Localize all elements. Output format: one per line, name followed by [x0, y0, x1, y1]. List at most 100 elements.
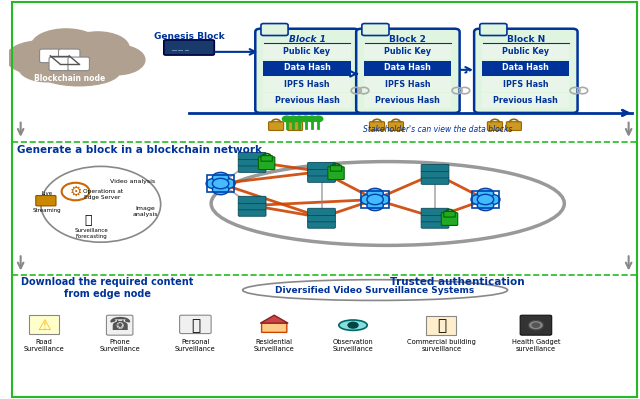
Text: Previous Hash: Previous Hash	[376, 96, 440, 105]
FancyBboxPatch shape	[164, 40, 214, 55]
Text: IPFS Hash: IPFS Hash	[385, 80, 431, 89]
Text: Operations at
Edge Server: Operations at Edge Server	[83, 189, 123, 200]
FancyBboxPatch shape	[483, 44, 570, 59]
Text: Public Key: Public Key	[284, 47, 330, 56]
FancyBboxPatch shape	[308, 162, 335, 170]
FancyBboxPatch shape	[238, 152, 266, 160]
Text: ⚙: ⚙	[69, 184, 82, 199]
Text: Stakeholder's can view the data blocks: Stakeholder's can view the data blocks	[364, 125, 513, 134]
FancyBboxPatch shape	[364, 93, 451, 108]
FancyBboxPatch shape	[328, 167, 344, 180]
Circle shape	[289, 116, 298, 122]
Text: Block N: Block N	[507, 35, 545, 43]
Text: Public Key: Public Key	[502, 47, 549, 56]
FancyBboxPatch shape	[364, 61, 451, 76]
FancyBboxPatch shape	[421, 215, 449, 222]
Text: · · ·: · · ·	[458, 65, 476, 75]
FancyBboxPatch shape	[483, 77, 570, 92]
Text: Download the required content
from edge node: Download the required content from edge …	[21, 277, 193, 299]
FancyBboxPatch shape	[58, 49, 80, 63]
FancyBboxPatch shape	[480, 24, 507, 36]
Circle shape	[308, 116, 316, 122]
FancyBboxPatch shape	[483, 93, 570, 108]
Text: Residential
Surveillance: Residential Surveillance	[254, 339, 294, 352]
Text: Phone
Surveillance: Phone Surveillance	[99, 339, 140, 352]
Text: Block 1: Block 1	[289, 35, 325, 43]
Circle shape	[367, 200, 383, 211]
Text: Trusted authentication: Trusted authentication	[390, 277, 524, 287]
Text: 🤖: 🤖	[84, 214, 92, 227]
Text: Personal
Surveillance: Personal Surveillance	[175, 339, 216, 352]
FancyBboxPatch shape	[106, 315, 133, 335]
Circle shape	[532, 322, 540, 328]
FancyBboxPatch shape	[261, 24, 288, 36]
FancyBboxPatch shape	[238, 203, 266, 210]
Circle shape	[212, 184, 228, 195]
FancyBboxPatch shape	[49, 57, 70, 71]
FancyBboxPatch shape	[421, 221, 449, 228]
Text: Image
analysis: Image analysis	[132, 206, 157, 217]
FancyBboxPatch shape	[474, 29, 577, 113]
FancyBboxPatch shape	[421, 171, 449, 178]
FancyBboxPatch shape	[506, 122, 522, 130]
FancyBboxPatch shape	[308, 175, 335, 182]
Ellipse shape	[38, 58, 120, 86]
Polygon shape	[262, 316, 287, 332]
Circle shape	[367, 194, 383, 205]
Ellipse shape	[88, 45, 145, 75]
Text: Diversified Video Surveillance Systems: Diversified Video Surveillance Systems	[275, 286, 475, 294]
FancyBboxPatch shape	[483, 61, 570, 76]
Circle shape	[529, 320, 543, 330]
FancyBboxPatch shape	[330, 166, 342, 171]
FancyBboxPatch shape	[259, 157, 275, 170]
FancyBboxPatch shape	[238, 196, 266, 203]
FancyBboxPatch shape	[308, 221, 335, 228]
Text: Video analysis: Video analysis	[109, 179, 155, 184]
Circle shape	[301, 116, 310, 122]
Circle shape	[212, 178, 228, 189]
Circle shape	[471, 194, 488, 205]
FancyBboxPatch shape	[238, 165, 266, 172]
FancyBboxPatch shape	[364, 44, 451, 59]
FancyBboxPatch shape	[261, 156, 272, 161]
Text: IPFS Hash: IPFS Hash	[503, 80, 548, 89]
Text: Data Hash: Data Hash	[385, 63, 431, 72]
Text: Generate a block in a blockchain network: Generate a block in a blockchain network	[17, 145, 262, 155]
FancyBboxPatch shape	[364, 77, 451, 92]
FancyBboxPatch shape	[180, 315, 211, 334]
FancyBboxPatch shape	[426, 316, 456, 335]
Text: 🏪: 🏪	[436, 318, 446, 333]
FancyBboxPatch shape	[308, 215, 335, 222]
Circle shape	[206, 178, 223, 189]
Text: Commercial building
surveillance: Commercial building surveillance	[407, 339, 476, 352]
FancyBboxPatch shape	[362, 24, 389, 36]
FancyBboxPatch shape	[287, 122, 303, 130]
FancyBboxPatch shape	[421, 164, 449, 172]
FancyBboxPatch shape	[308, 208, 335, 215]
FancyBboxPatch shape	[421, 208, 449, 215]
Ellipse shape	[66, 32, 129, 64]
Text: ⚠: ⚠	[37, 318, 51, 333]
FancyBboxPatch shape	[264, 77, 351, 92]
Text: Previous Hash: Previous Hash	[493, 96, 558, 105]
Text: Road
Surveillance: Road Surveillance	[24, 339, 65, 352]
Circle shape	[367, 188, 383, 199]
FancyBboxPatch shape	[421, 177, 449, 184]
FancyBboxPatch shape	[356, 29, 460, 113]
Text: Health Gadget
surveillance: Health Gadget surveillance	[512, 339, 560, 352]
FancyBboxPatch shape	[238, 209, 266, 216]
Circle shape	[373, 194, 390, 205]
FancyBboxPatch shape	[369, 122, 385, 130]
Text: Data Hash: Data Hash	[284, 63, 330, 72]
Circle shape	[282, 116, 291, 122]
Text: Streaming: Streaming	[33, 208, 61, 213]
Text: Observation
Surveillance: Observation Surveillance	[333, 339, 373, 352]
Polygon shape	[260, 315, 288, 323]
FancyBboxPatch shape	[442, 213, 458, 225]
Text: Data Hash: Data Hash	[502, 63, 549, 72]
Text: Genesis Block: Genesis Block	[154, 32, 225, 41]
Circle shape	[360, 194, 377, 205]
FancyBboxPatch shape	[269, 122, 284, 130]
FancyBboxPatch shape	[255, 29, 358, 113]
Circle shape	[219, 178, 235, 189]
